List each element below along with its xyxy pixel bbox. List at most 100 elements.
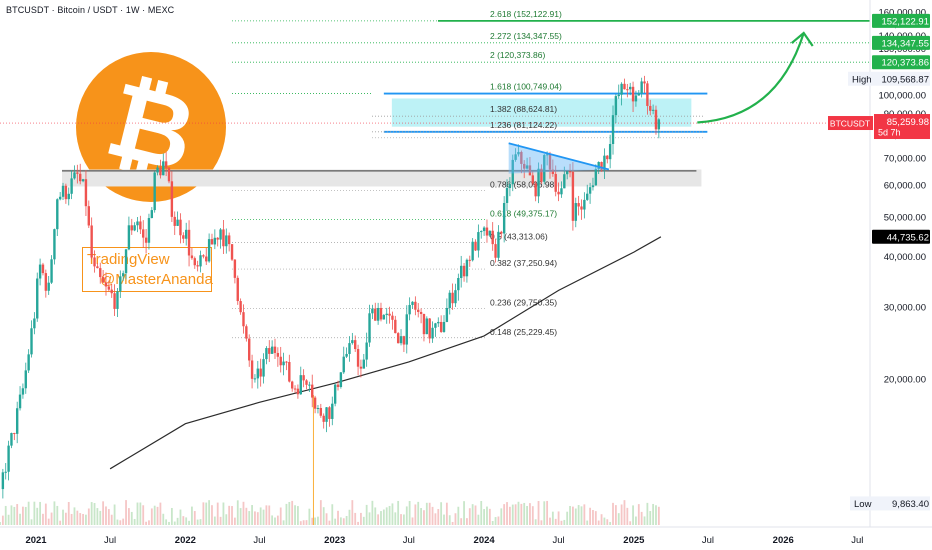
candle-body <box>239 301 242 313</box>
candle-body <box>540 168 543 182</box>
candle-body <box>637 93 640 96</box>
volume-bar <box>643 516 646 525</box>
volume-bar <box>288 501 291 525</box>
candle-body <box>351 340 354 344</box>
candle-body <box>368 313 371 343</box>
volume-bar <box>44 503 47 525</box>
volume-bar <box>592 510 594 525</box>
volume-bar <box>400 514 402 525</box>
volume-bar <box>262 509 265 525</box>
candle-body <box>565 171 569 175</box>
watermark-line1: TradingView <box>87 251 170 268</box>
volume-bar <box>113 504 116 525</box>
candle-body <box>651 109 655 111</box>
volume-bar <box>342 518 345 525</box>
volume-bar <box>228 505 231 525</box>
volume-bar <box>494 517 497 525</box>
target-zone <box>391 98 692 127</box>
volume-bar <box>657 506 660 525</box>
candle-body <box>167 167 171 182</box>
volume-bar <box>322 507 325 525</box>
candle-body <box>577 203 580 207</box>
volume-bar <box>357 521 359 525</box>
candle-body <box>193 258 196 266</box>
volume-bar <box>236 500 239 525</box>
volume-bar <box>597 520 600 525</box>
volume-bar <box>405 506 408 525</box>
x-tick-label: Jul <box>403 535 415 546</box>
candle-body <box>196 265 199 267</box>
volume-bar <box>128 508 130 525</box>
volume-bar <box>626 507 629 525</box>
volume-bar <box>394 512 397 525</box>
candle-body <box>451 292 454 304</box>
candle-body <box>482 227 486 232</box>
candle-body <box>242 312 245 327</box>
volume-bar <box>337 510 339 525</box>
volume-bar <box>514 504 517 525</box>
volume-bar <box>96 508 99 525</box>
candle-body <box>293 388 297 390</box>
volume-bar <box>110 514 113 525</box>
volume-bar <box>279 507 282 525</box>
candle-body <box>434 323 437 328</box>
volume-bar <box>159 502 162 525</box>
volume-bar <box>148 520 150 525</box>
candle-body <box>356 349 360 367</box>
volume-bar <box>508 506 511 525</box>
volume-bar <box>506 502 508 525</box>
volume-bar <box>7 514 10 525</box>
volume-bar <box>371 500 374 525</box>
candle-body <box>557 191 560 195</box>
candle-body <box>560 188 563 195</box>
candle-body <box>170 181 174 217</box>
volume-bar <box>463 501 465 525</box>
volume-bar <box>142 505 145 525</box>
candle-body <box>182 235 185 239</box>
volume-bar <box>351 500 354 525</box>
volume-bar <box>173 521 176 525</box>
price-badge <box>872 13 930 28</box>
candle-body <box>1 472 5 490</box>
volume-bar <box>600 514 603 525</box>
volume-bar <box>271 515 274 525</box>
volume-bar <box>291 500 294 525</box>
candle-body <box>81 179 85 182</box>
volume-bar <box>36 507 39 525</box>
fib-label: 0.618 (49,375.17) <box>490 208 557 218</box>
x-tick-label: Jul <box>104 535 116 546</box>
volume-bar <box>325 513 328 525</box>
fib-label: 1.236 (81,124.22) <box>490 120 557 130</box>
triangle-pattern <box>508 143 609 174</box>
volume-bar <box>460 518 463 525</box>
volume-bar <box>105 506 107 525</box>
volume-bar <box>196 519 199 525</box>
volume-bar <box>248 511 251 525</box>
x-tick-label: 2021 <box>25 535 47 546</box>
volume-bar <box>448 515 451 525</box>
candle-body <box>554 173 557 192</box>
candle-body <box>99 268 102 278</box>
volume-bar <box>185 517 188 525</box>
x-tick-label: 2024 <box>474 535 496 546</box>
volume-bar <box>540 520 543 525</box>
volume-bar <box>466 518 468 525</box>
volume-bar <box>646 502 649 525</box>
price-badge-text: 152,122.91 <box>881 16 929 27</box>
volume-bar <box>380 511 382 525</box>
candle-body <box>626 89 629 91</box>
volume-bar <box>649 511 652 525</box>
volume-bar <box>440 502 443 525</box>
candle-body <box>205 256 208 262</box>
candle-body <box>385 313 388 316</box>
volume-bar <box>583 504 586 525</box>
candle-body <box>222 229 225 247</box>
high-badge <box>848 71 930 86</box>
candle-body <box>279 356 282 366</box>
candle-body <box>290 381 294 389</box>
volume-bar <box>488 508 491 525</box>
candle-body <box>219 229 222 240</box>
volume-bar <box>454 513 457 525</box>
candle-body <box>84 179 88 207</box>
